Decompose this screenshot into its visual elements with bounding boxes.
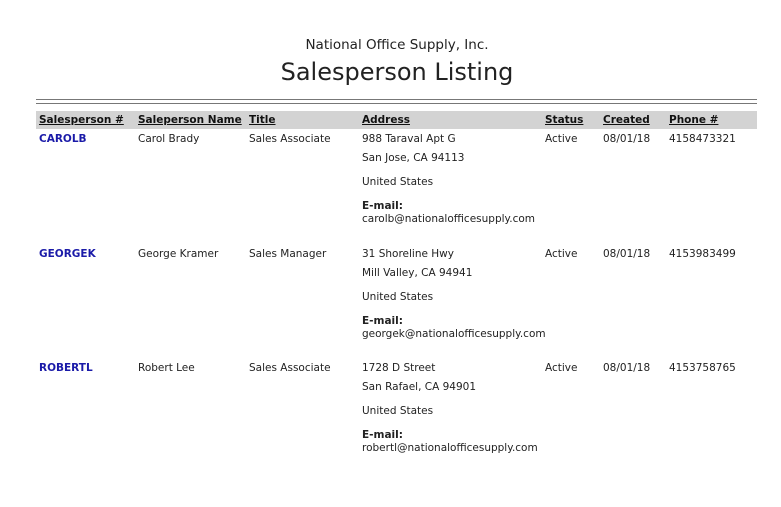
status: Active [545, 133, 578, 145]
col-address[interactable]: Address [362, 114, 410, 126]
email-label: E-mail: [362, 200, 403, 212]
col-status[interactable]: Status [545, 114, 584, 126]
col-title[interactable]: Title [249, 114, 276, 126]
email-value: carolb@nationalofficesupply.com [362, 213, 536, 225]
address-city: San Jose, CA 94113 [362, 152, 465, 164]
address-city: Mill Valley, CA 94941 [362, 267, 473, 279]
email-label: E-mail: [362, 315, 403, 327]
salesperson-title: Sales Manager [249, 248, 327, 260]
phone: 4153983499 [669, 248, 736, 260]
col-name[interactable]: Saleperson Name [138, 114, 242, 126]
created-date: 08/01/18 [603, 362, 651, 374]
email-label: E-mail: [362, 429, 403, 441]
status: Active [545, 362, 578, 374]
col-created[interactable]: Created [603, 114, 650, 126]
salesperson-title: Sales Associate [249, 362, 331, 374]
status: Active [545, 248, 578, 260]
salesperson-id-link[interactable]: GEORGEK [39, 248, 96, 260]
address-country: United States [362, 176, 434, 188]
email-value: robertl@nationalofficesupply.com [362, 442, 538, 454]
phone: 4158473321 [669, 133, 736, 145]
address-country: United States [362, 291, 434, 303]
salesperson-name: Robert Lee [138, 362, 195, 374]
table-header: Salesperson # Saleperson Name Title Addr… [36, 111, 757, 129]
phone: 4153758765 [669, 362, 736, 374]
divider [36, 103, 757, 104]
salesperson-name: Carol Brady [138, 133, 200, 145]
col-phone[interactable]: Phone # [669, 114, 719, 126]
salesperson-name: George Kramer [138, 248, 219, 260]
salesperson-title: Sales Associate [249, 133, 331, 145]
company-name: National Office Supply, Inc. [305, 37, 489, 53]
divider [36, 99, 757, 100]
address-city: San Rafael, CA 94901 [362, 381, 477, 393]
col-salesperson-id[interactable]: Salesperson # [39, 114, 124, 126]
salesperson-id-link[interactable]: ROBERTL [39, 362, 93, 374]
salesperson-id-link[interactable]: CAROLB [39, 133, 87, 145]
address-country: United States [362, 405, 434, 417]
address-street: 1728 D Street [362, 362, 436, 374]
report-title: Salesperson Listing [280, 58, 514, 86]
created-date: 08/01/18 [603, 133, 651, 145]
address-street: 988 Taraval Apt G [362, 133, 456, 145]
email-value: georgek@nationalofficesupply.com [362, 328, 546, 340]
address-street: 31 Shoreline Hwy [362, 248, 454, 260]
created-date: 08/01/18 [603, 248, 651, 260]
